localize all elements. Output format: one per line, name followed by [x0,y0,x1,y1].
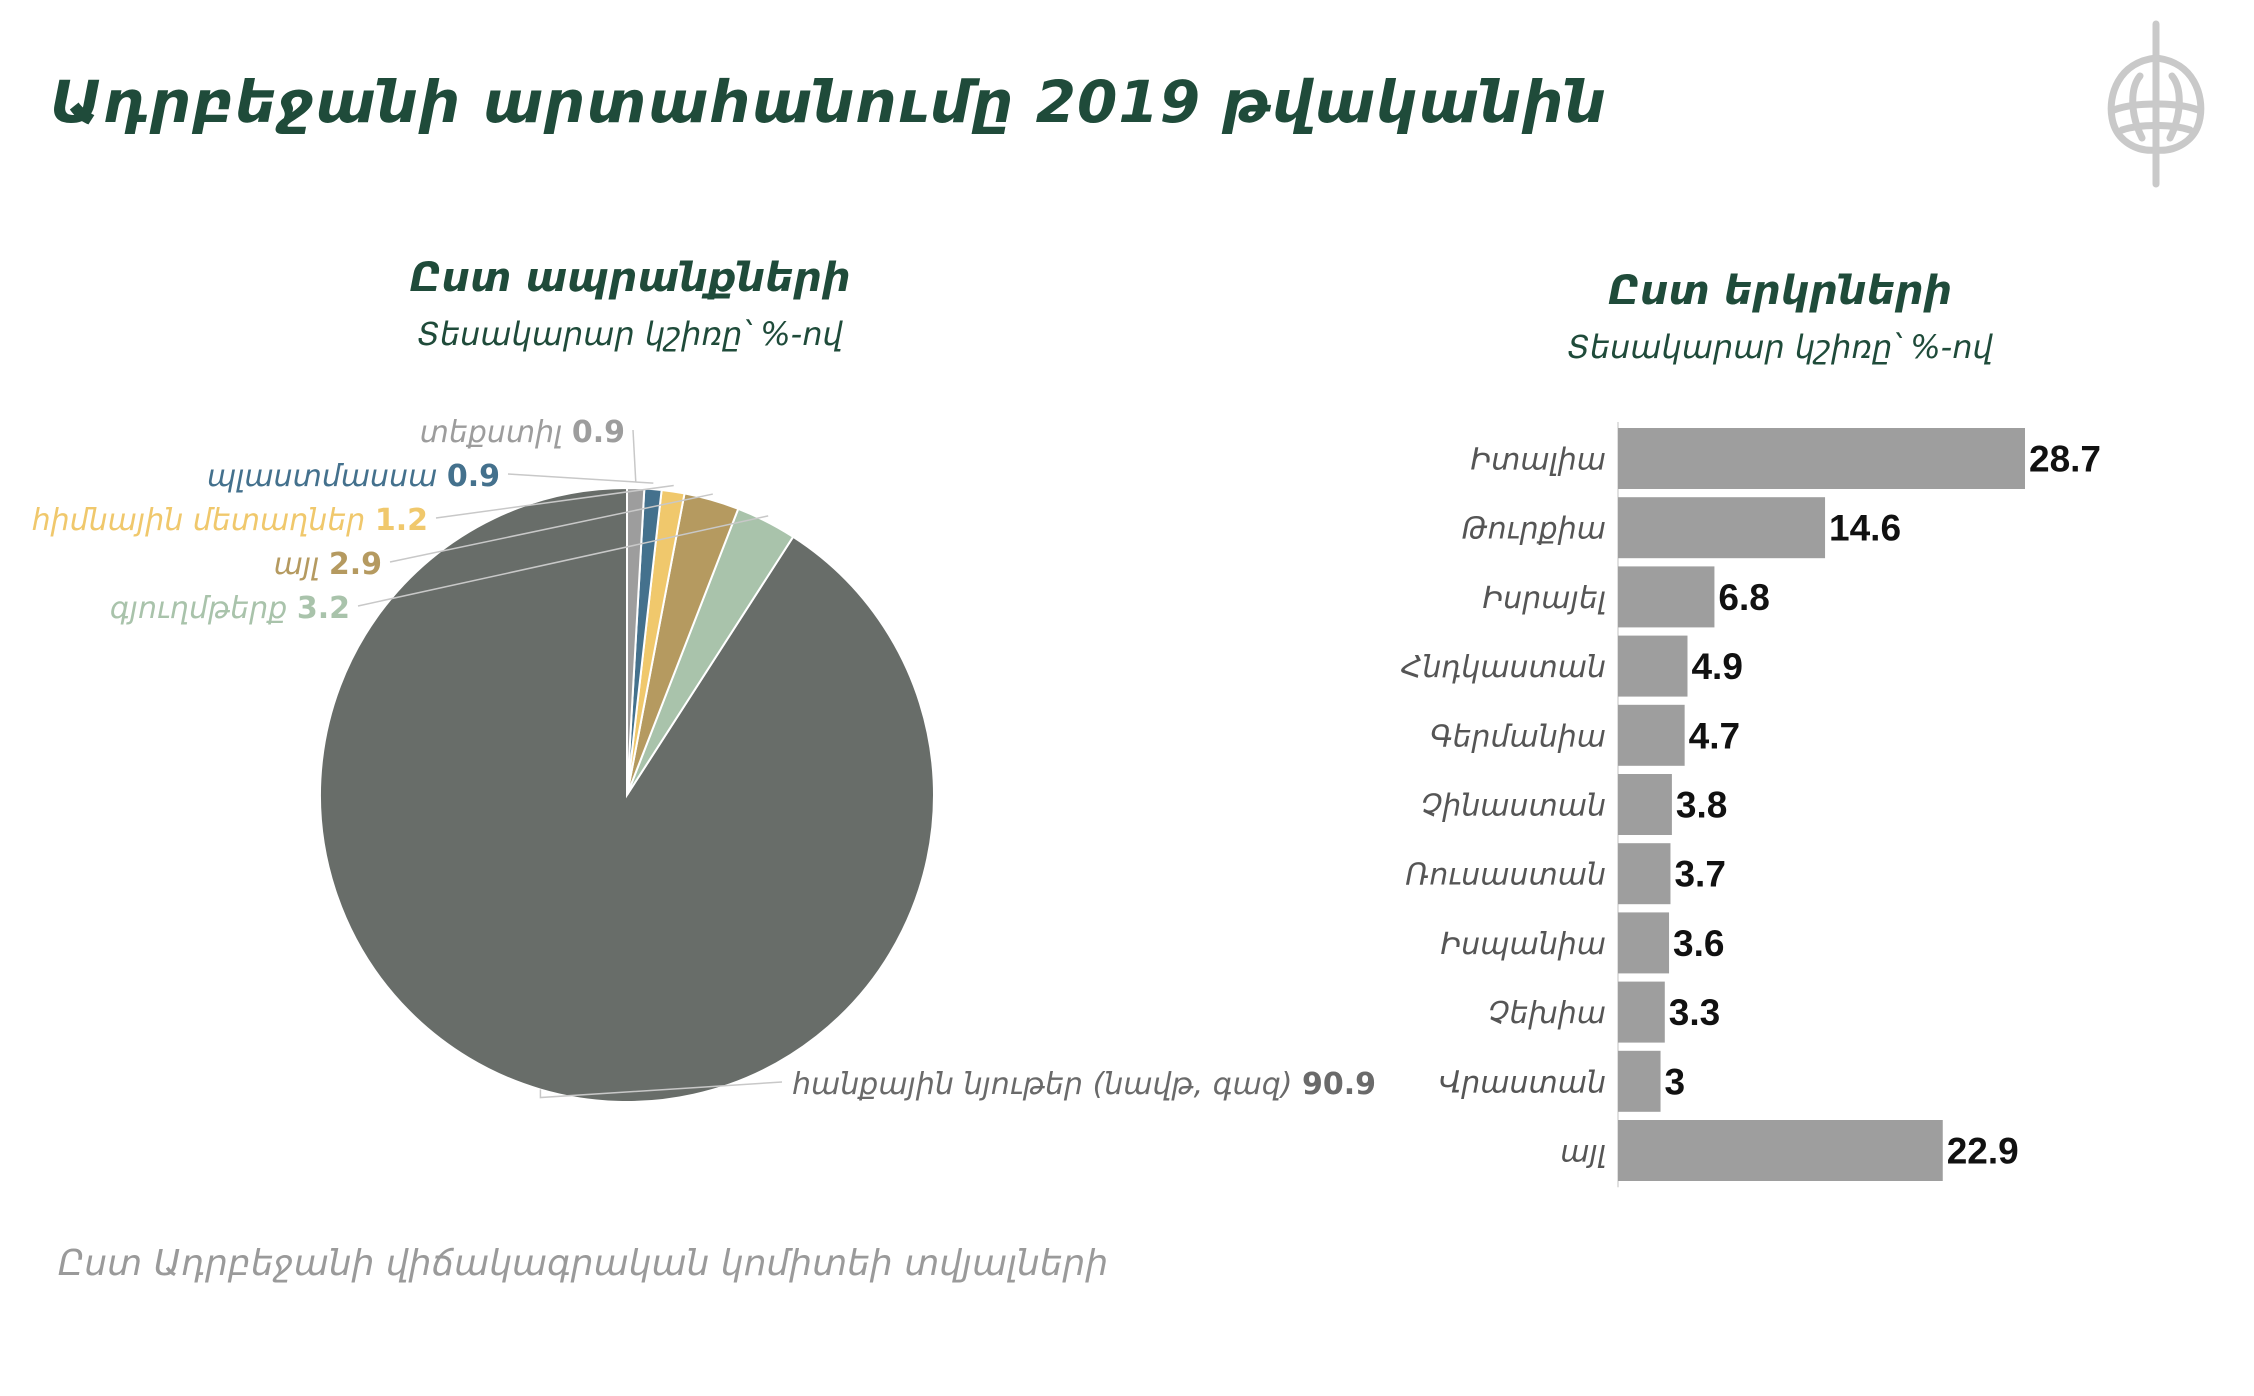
pie-leader-line [507,473,654,484]
pie-leader-line [539,1081,783,1099]
pie-chart-title: Ըստ ապրանքների [409,255,851,301]
bar [1618,912,1670,974]
bar-value-label: 3.8 [1676,785,1727,826]
bar [1618,635,1688,697]
bar-value-label: 3.7 [1674,854,1725,895]
pie-slice-label: պլաստմասսա 0.9 [207,459,500,494]
pie-slice [319,486,935,1103]
pie-slice-label: տեքստիլ 0.9 [420,415,625,450]
pie-leader-line [632,429,637,483]
bar-chart: Իտալիա 28.7 Թուրքիա 14.6 Իսրայել 6.8 Հնդկաստան… [1401,422,2101,1188]
bar-category-label: Չինաստան [1421,789,1606,824]
source-note: Ըստ Ադրբեջանի վիճակագրական կոմիտեի տվյալ… [58,1243,1109,1284]
pie-slice-label: այլ 2.9 [274,547,382,582]
pie-slice-label: գյուղմթերք 3.2 [110,591,350,626]
bar [1618,497,1826,559]
bar-category-label: Իսպանիա [1441,927,1606,962]
pie-slice-label: հանքային նյութեր (նավթ, գազ) 90.9 [792,1067,1376,1102]
bar [1618,566,1715,628]
bar-category-label: այլ [1560,1135,1606,1170]
bar-category-label: Թուրքիա [1462,512,1606,547]
bar-category-label: Իսրայել [1483,581,1606,616]
pie-leader-line [389,493,713,563]
bar-category-label: Վրաստան [1439,1065,1606,1100]
pie-chart-title-block: Ըստ ապրանքների Տեսակարար կշիռը՝ %-ով [330,255,930,353]
bar [1618,1120,1943,1181]
bar-value-label: 4.7 [1689,715,1740,756]
bar-value-label: 4.9 [1691,646,1742,687]
bar [1618,843,1671,905]
bar-value-label: 22.9 [1947,1131,2019,1172]
pie-slice-label: հիմնային մետաղներ 1.2 [32,503,428,538]
bar [1618,1050,1661,1112]
pie-leader-line [357,515,769,607]
bar-category-label: Հնդկաստան [1401,650,1606,685]
bar-chart-subtitle: Տեսակարար կշիռը՝ %-ով [1567,328,1993,366]
bar-category-label: Չեխիա [1488,996,1606,1031]
bar-chart-title: Ըստ երկրների [1607,268,1953,314]
bar-value-label: 6.8 [1718,577,1769,618]
pie-chart: հանքային նյութեր (նավթ, գազ) 90.9 գյուղմթ… [32,415,1376,1103]
bar [1618,981,1665,1043]
page-title: Ադրբեջանի արտահանումը 2019 թվականին [50,68,1607,136]
bar-value-label: 3 [1665,1061,1686,1102]
bar-category-label: Ռուսաստան [1406,858,1607,893]
bar-value-label: 14.6 [1829,508,1901,549]
bar-category-label: Գերմանիա [1430,719,1606,754]
bar-value-label: 3.3 [1669,992,1720,1033]
bar-category-label: Իտալիա [1470,443,1606,478]
bar [1618,428,2025,489]
bar-value-label: 3.6 [1673,923,1724,964]
bar [1618,774,1672,835]
pie-slice [626,486,646,796]
pie-leader-line [435,484,674,519]
bar [1618,704,1685,766]
bar-chart-title-block: Ըստ երկրների Տեսակարար կշիռը՝ %-ով [1430,268,2130,366]
bar-value-label: 28.7 [2029,439,2101,480]
pie-chart-subtitle: Տեսակարար կշիռը՝ %-ով [417,315,843,353]
logo-icon [2107,20,2205,188]
